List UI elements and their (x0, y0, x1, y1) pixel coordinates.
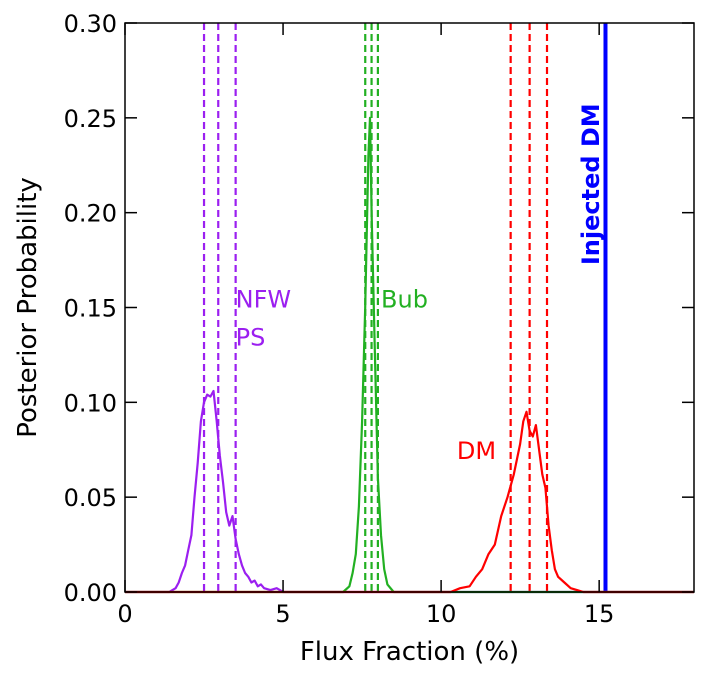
x-axis-title: Flux Fraction (%) (300, 637, 519, 667)
y-axis-title: Posterior Probability (13, 177, 43, 438)
x-tick-label: 10 (426, 600, 457, 628)
y-tick-label: 0.15 (64, 295, 117, 323)
plot-layer (125, 23, 694, 594)
annotation-dm: DM (457, 437, 496, 465)
series-line-bub (125, 116, 694, 594)
y-tick-label: 0.05 (64, 484, 117, 512)
ticks-layer (124, 22, 694, 593)
y-tick-label: 0.20 (64, 200, 117, 228)
series-line-nfw-ps (125, 389, 694, 594)
y-tick-label: 0.25 (64, 105, 117, 133)
annotation-bub: Bub (381, 286, 428, 314)
annotation-injected-dm: Injected DM (577, 103, 605, 265)
y-tick-label: 0.00 (64, 579, 117, 607)
annotation-ps: PS (236, 323, 266, 351)
y-tick-label: 0.10 (64, 389, 117, 417)
x-tick-label: 15 (584, 600, 615, 628)
x-tick-label: 5 (275, 600, 290, 628)
series-line-dm (125, 410, 694, 594)
y-tick-label: 0.30 (64, 10, 117, 38)
labels-layer: 0 5 10 15 0.00 0.05 0.10 0.15 0.20 0.25 0.30 NFW PS B… (64, 10, 615, 628)
annotation-nfw: NFW (236, 286, 292, 314)
x-tick-label: 0 (117, 600, 132, 628)
